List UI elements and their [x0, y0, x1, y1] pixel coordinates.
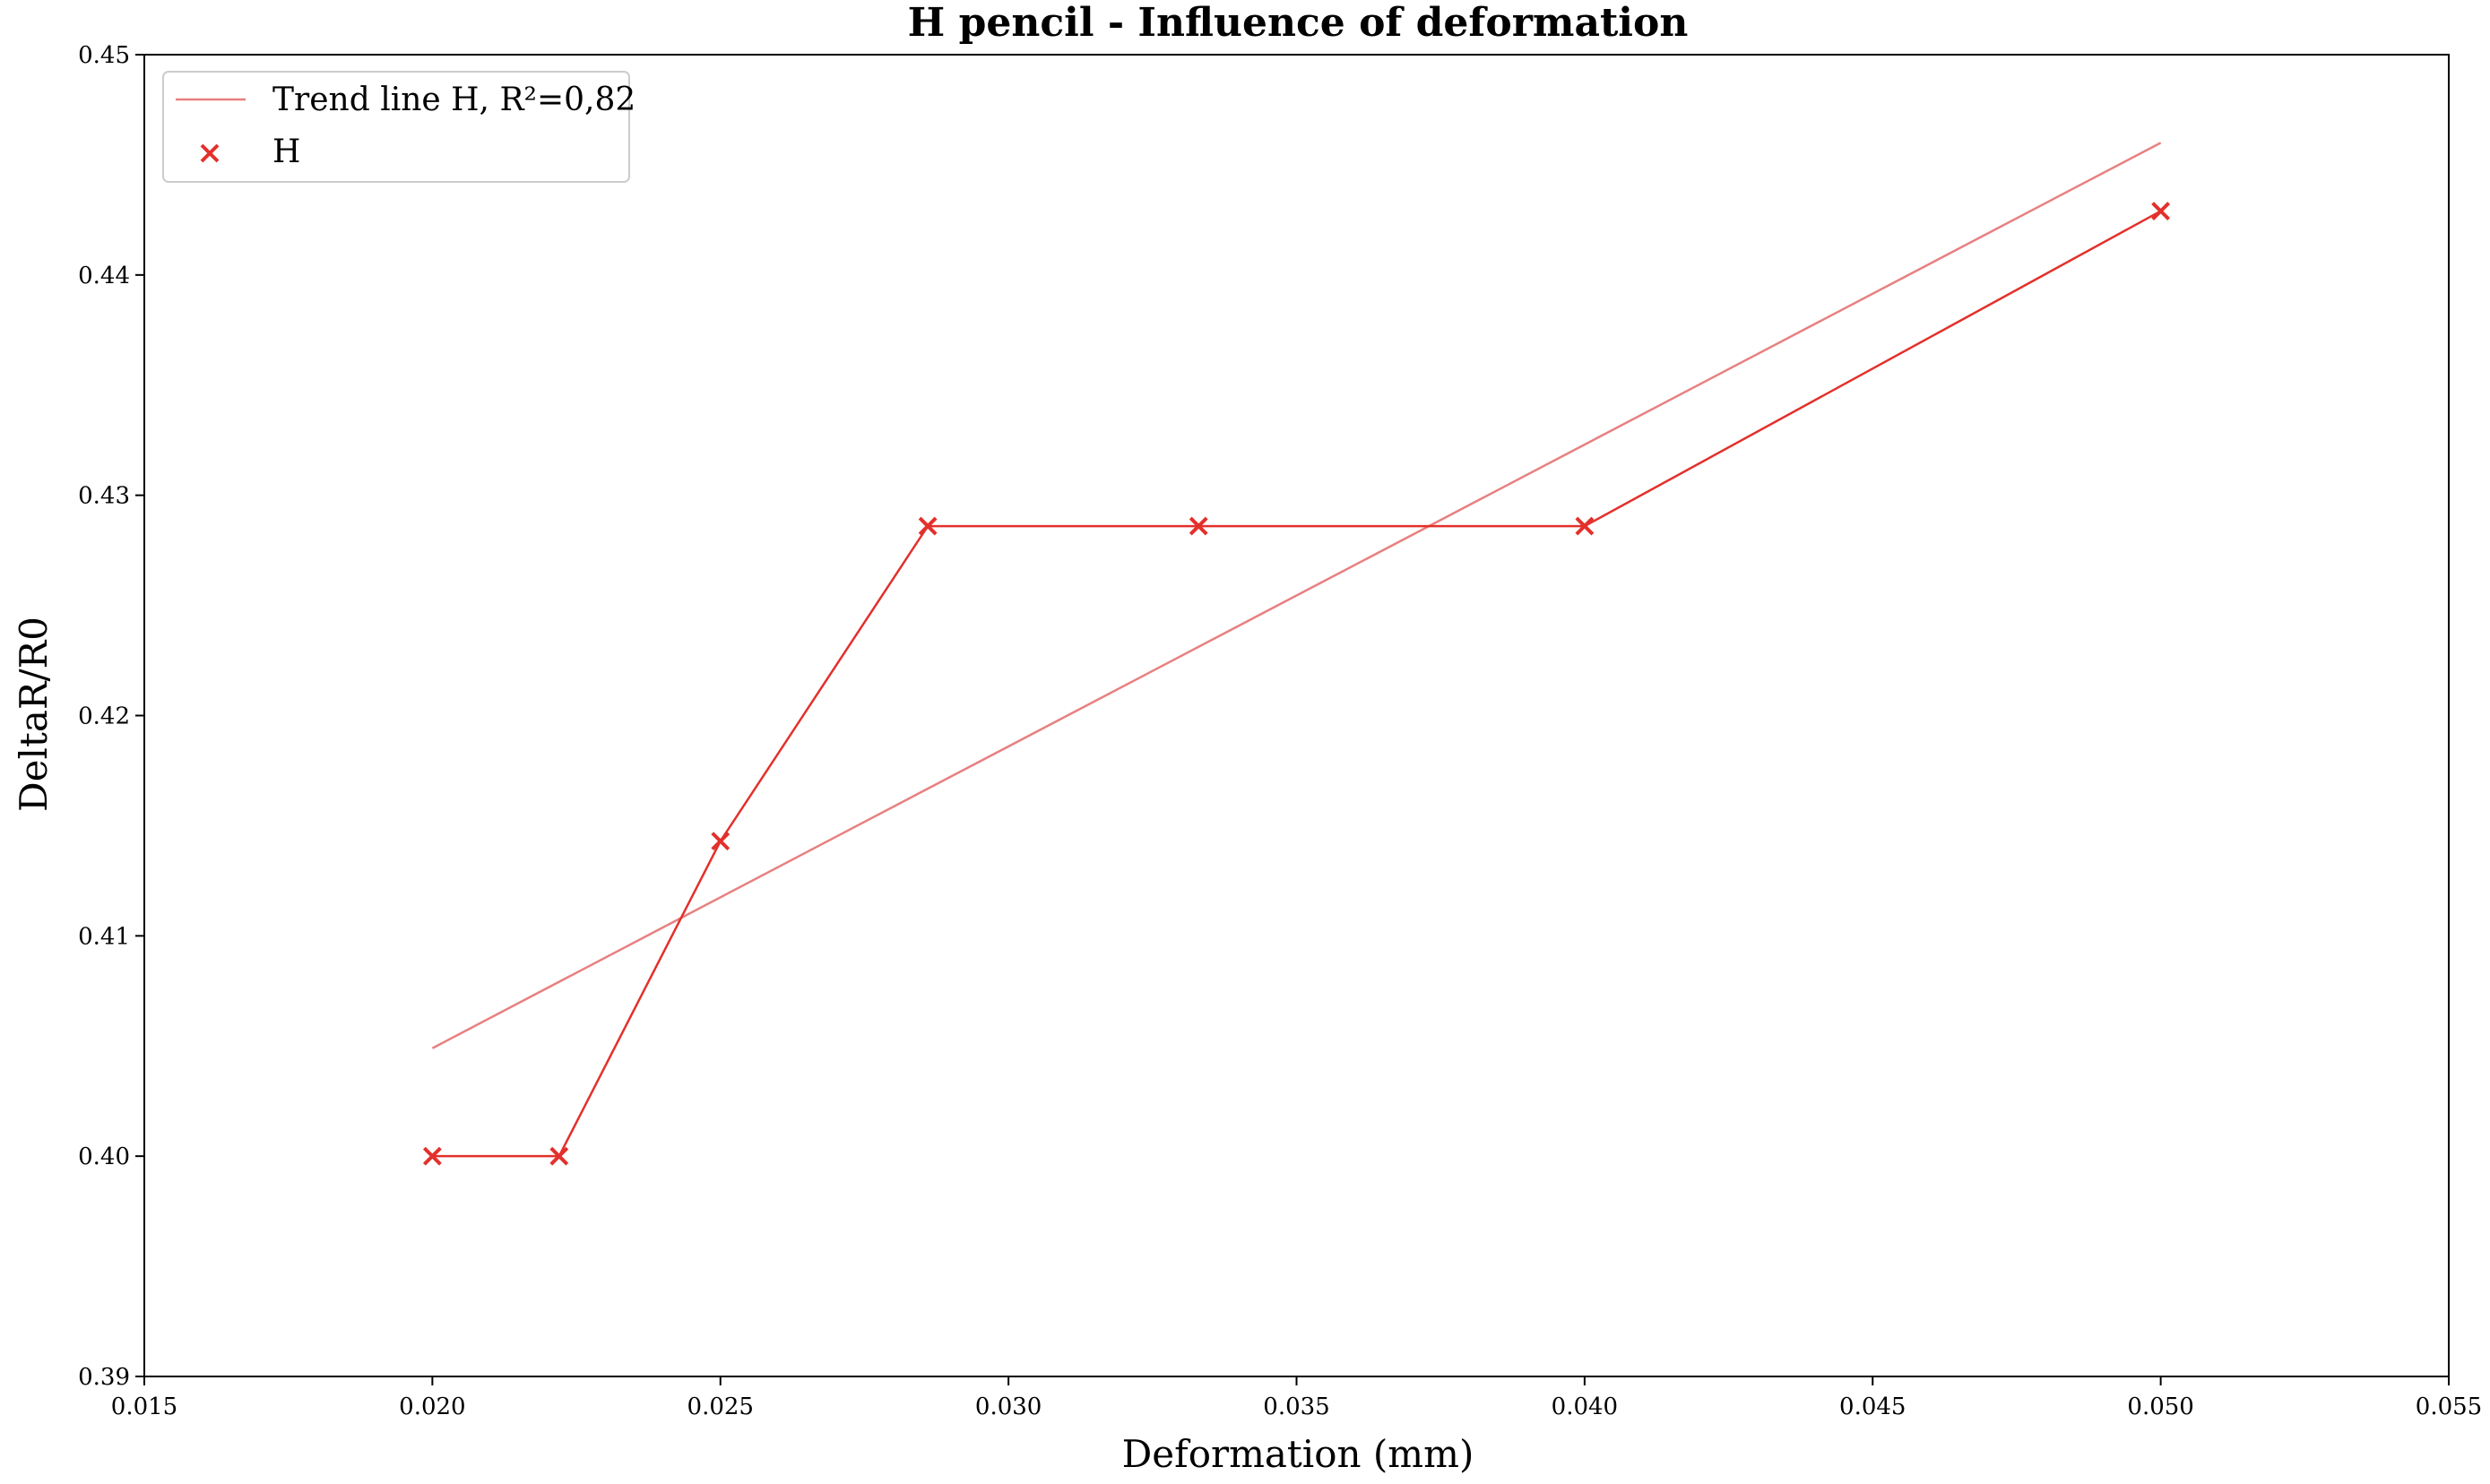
y-tick-label: 0.40 — [78, 1143, 130, 1170]
h-data-point — [2151, 202, 2171, 220]
h-data-point — [918, 516, 938, 536]
x-axis: 0.015 0.020 0.025 0.030 0.035 0.040 0.045 0.050… — [111, 1376, 2482, 1420]
legend-h-label: H — [272, 134, 300, 170]
y-tick-label: 0.42 — [78, 703, 130, 730]
legend-trend-label: Trend line H, R²=0,82 — [272, 82, 635, 118]
legend-h-marker — [200, 143, 220, 163]
y-tick-label: 0.43 — [78, 483, 130, 510]
x-tick-label: 0.015 — [111, 1393, 177, 1420]
x-tick-label: 0.055 — [2416, 1393, 2482, 1420]
x-tick-label: 0.040 — [1552, 1393, 1618, 1420]
trend-line-series — [431, 142, 2162, 1049]
chart-title: H pencil - Influence of deformation — [908, 0, 1689, 46]
h-data-point — [1189, 516, 1208, 536]
legend-box — [162, 71, 630, 183]
x-tick-label: 0.045 — [1839, 1393, 1906, 1420]
y-tick-label: 0.39 — [78, 1364, 130, 1391]
y-tick-label: 0.44 — [78, 263, 130, 289]
h-data-point — [422, 1146, 442, 1166]
y-tick-label: 0.41 — [78, 923, 130, 950]
x-tick-label: 0.030 — [975, 1393, 1042, 1420]
x-tick-label: 0.035 — [1263, 1393, 1329, 1420]
x-axis-label: Deformation (mm) — [1122, 1432, 1474, 1476]
plot-area — [422, 142, 2171, 1166]
y-tick-label: 0.45 — [78, 42, 130, 69]
y-axis: 0.39 0.40 0.41 0.42 0.43 0.44 0.45 — [78, 42, 144, 1391]
x-tick-label: 0.025 — [687, 1393, 754, 1420]
y-axis-label: DeltaR/R0 — [12, 617, 56, 812]
h-data-point — [549, 1146, 569, 1166]
x-tick-label: 0.020 — [399, 1393, 465, 1420]
h-data-point — [711, 832, 731, 851]
legend: Trend line H, R²=0,82 H — [162, 71, 635, 183]
h-data-point — [1575, 516, 1595, 536]
x-tick-label: 0.050 — [2127, 1393, 2193, 1420]
